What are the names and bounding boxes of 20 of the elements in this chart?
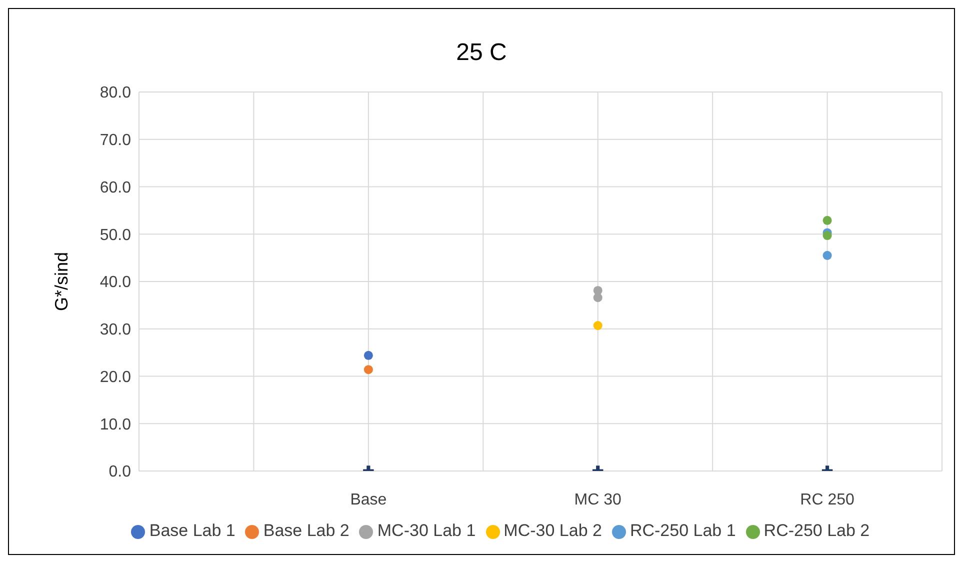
y-tick-label: 10.0	[100, 416, 132, 434]
legend-label: MC-30 Lab 2	[504, 521, 602, 540]
legend-label: RC-250 Lab 2	[764, 521, 870, 540]
chart-title: 25 C	[455, 39, 508, 67]
y-tick-label: 20.0	[100, 368, 132, 386]
y-tick-label: 0.0	[108, 464, 132, 481]
y-tick-label: 50.0	[100, 226, 132, 244]
x-tick-label: Base	[350, 491, 387, 508]
legend-label: Base Lab 1	[149, 521, 236, 540]
y-tick-label: 70.0	[100, 132, 132, 150]
y-tick-label: 40.0	[100, 274, 132, 292]
y-tick-label: 80.0	[100, 84, 132, 102]
x-tick-label: RC 250	[800, 491, 855, 508]
y-tick-label: 60.0	[100, 179, 132, 196]
legend-label: MC-30 Lab 1	[377, 521, 476, 540]
x-tick-label: MC 30	[574, 491, 622, 508]
y-tick-label: 30.0	[100, 322, 132, 339]
legend-label: RC-250 Lab 1	[630, 521, 736, 540]
y-axis-title: G*/sind	[51, 252, 72, 312]
legend-label: Base Lab 2	[263, 521, 350, 540]
